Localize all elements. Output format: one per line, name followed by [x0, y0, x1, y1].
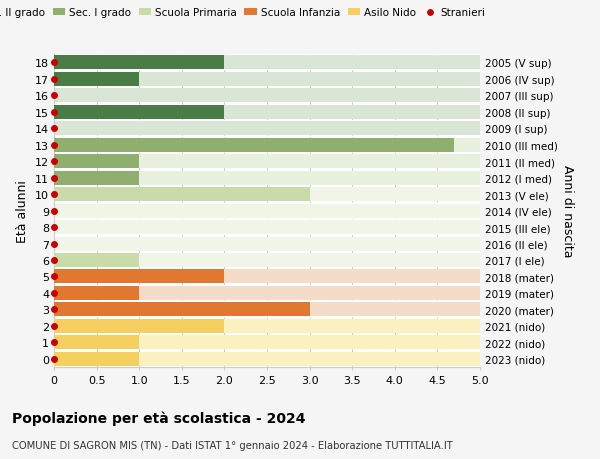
Bar: [54, 303, 480, 317]
Bar: [54, 106, 480, 119]
Bar: [54, 139, 454, 152]
Legend: Sec. II grado, Sec. I grado, Scuola Primaria, Scuola Infanzia, Asilo Nido, Stran: Sec. II grado, Sec. I grado, Scuola Prim…: [0, 4, 489, 22]
Bar: [54, 56, 224, 70]
Bar: [54, 336, 139, 350]
Bar: [54, 286, 480, 300]
Bar: [54, 204, 480, 218]
Bar: [54, 106, 224, 119]
Bar: [54, 89, 480, 103]
Bar: [54, 155, 139, 169]
Bar: [54, 237, 480, 251]
Bar: [54, 286, 139, 300]
Bar: [54, 303, 310, 317]
Bar: [54, 253, 139, 268]
Bar: [54, 56, 480, 70]
Text: COMUNE DI SAGRON MIS (TN) - Dati ISTAT 1° gennaio 2024 - Elaborazione TUTTITALIA: COMUNE DI SAGRON MIS (TN) - Dati ISTAT 1…: [12, 440, 453, 450]
Y-axis label: Anni di nascita: Anni di nascita: [562, 165, 574, 257]
Bar: [54, 319, 480, 333]
Bar: [54, 122, 480, 136]
Bar: [54, 352, 139, 366]
Text: Popolazione per età scolastica - 2024: Popolazione per età scolastica - 2024: [12, 411, 305, 425]
Bar: [54, 171, 139, 185]
Bar: [54, 171, 480, 185]
Bar: [54, 73, 139, 87]
Bar: [54, 352, 480, 366]
Bar: [54, 336, 480, 350]
Bar: [54, 270, 480, 284]
Y-axis label: Età alunni: Età alunni: [16, 180, 29, 242]
Bar: [54, 270, 224, 284]
Bar: [54, 188, 310, 202]
Bar: [54, 139, 480, 152]
Bar: [54, 221, 480, 235]
Bar: [54, 319, 224, 333]
Bar: [54, 73, 480, 87]
Bar: [54, 253, 480, 268]
Bar: [54, 155, 480, 169]
Bar: [54, 188, 480, 202]
